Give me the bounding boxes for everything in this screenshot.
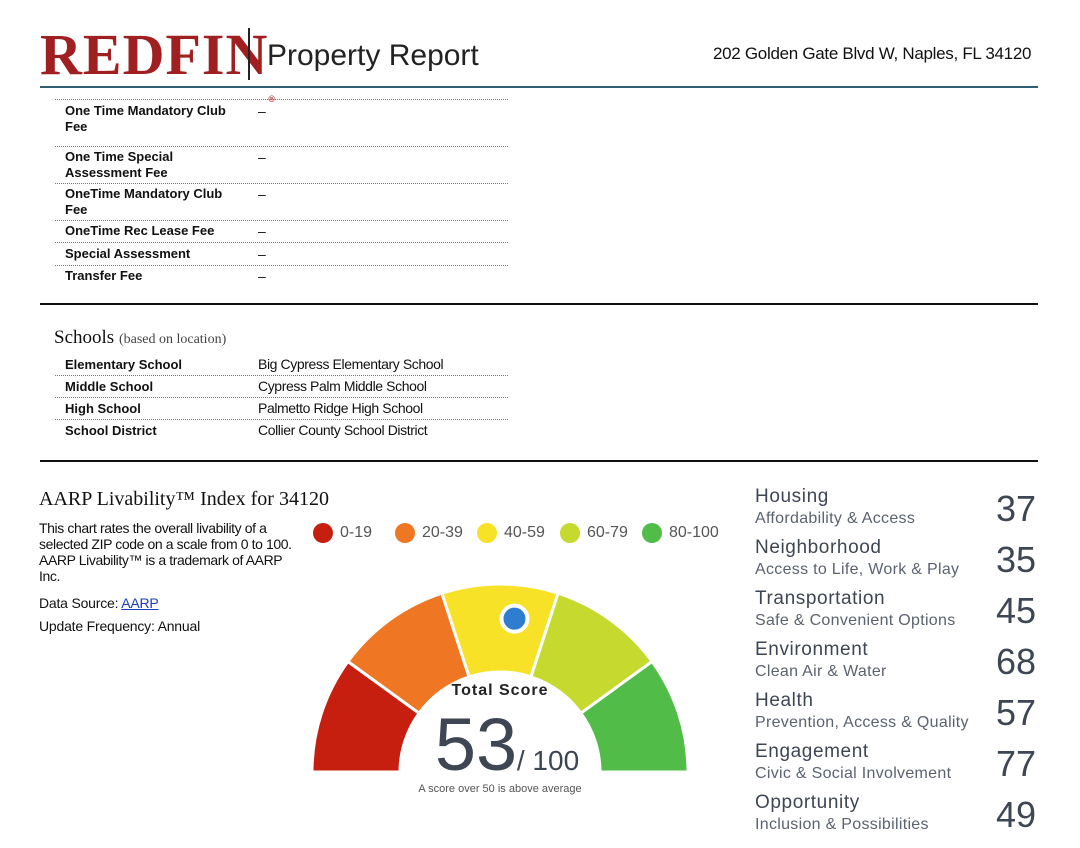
section-rule bbox=[40, 460, 1038, 462]
category-name: Neighborhood bbox=[755, 537, 882, 558]
gauge-segment bbox=[578, 659, 690, 774]
fee-value: – bbox=[258, 186, 266, 202]
school-value: Collier County School District bbox=[258, 422, 428, 438]
category-name: Housing bbox=[755, 486, 829, 507]
category-subtitle: Inclusion & Possibilities bbox=[755, 816, 929, 833]
category-name: Engagement bbox=[755, 741, 869, 762]
fee-value: – bbox=[258, 268, 266, 284]
legend-swatch bbox=[313, 523, 333, 543]
total-score-label: Total Score bbox=[452, 682, 549, 699]
legend-item: 40-59 bbox=[477, 521, 545, 545]
school-row: High School Palmetto Ridge High School bbox=[55, 398, 508, 420]
category-name: Transportation bbox=[755, 588, 886, 609]
category-subtitle: Clean Air & Water bbox=[755, 663, 887, 680]
livability-gauge: Total Score 53 / 100 A score over 50 is … bbox=[310, 582, 690, 795]
total-score-max: / 100 bbox=[517, 745, 579, 776]
fee-value: – bbox=[258, 246, 266, 262]
school-row: Middle School Cypress Palm Middle School bbox=[55, 376, 508, 398]
category-environment: Environment Clean Air & Water 68 bbox=[755, 639, 1040, 682]
legend-item: 60-79 bbox=[560, 521, 628, 545]
category-score: 68 bbox=[995, 641, 1036, 682]
legend-label: 0-19 bbox=[340, 524, 373, 541]
schools-subtitle: (based on location) bbox=[118, 332, 227, 347]
school-value: Big Cypress Elementary School bbox=[258, 356, 444, 372]
category-engagement: Engagement Civic & Social Involvement 77 bbox=[755, 741, 1040, 784]
legend-swatch bbox=[642, 523, 662, 543]
fee-row: Special Assessment – bbox=[55, 243, 508, 266]
category-score: 45 bbox=[995, 590, 1036, 631]
legend-swatch bbox=[395, 523, 415, 543]
schools-heading: Schools (based on location) bbox=[54, 327, 227, 348]
category-subtitle: Prevention, Access & Quality bbox=[755, 714, 969, 731]
fee-row: One Time Special Assessment Fee – bbox=[55, 147, 508, 184]
fee-label: OneTime Mandatory Club Fee bbox=[65, 186, 223, 217]
fee-label: Special Assessment bbox=[65, 246, 191, 261]
legend-label: 40-59 bbox=[504, 524, 545, 541]
school-row: School District Collier County School Di… bbox=[55, 420, 508, 441]
category-score: 57 bbox=[995, 692, 1036, 733]
fees-top-rule bbox=[55, 99, 508, 100]
aarp-title: AARP Livability™ Index for 34120 bbox=[39, 488, 329, 510]
score-note: A score over 50 is above average bbox=[418, 783, 581, 795]
category-transportation: Transportation Safe & Convenient Options… bbox=[755, 588, 1040, 631]
school-row: Elementary School Big Cypress Elementary… bbox=[55, 354, 508, 376]
category-housing: Housing Affordability & Access 37 bbox=[755, 486, 1040, 529]
legend-item: 20-39 bbox=[395, 521, 463, 545]
category-score: 49 bbox=[995, 794, 1036, 835]
update-frequency: Update Frequency: Annual bbox=[39, 618, 200, 634]
fee-label: One Time Special Assessment Fee bbox=[65, 149, 174, 180]
aarp-description: This chart rates the overall livability … bbox=[39, 520, 292, 584]
legend-item: 0-19 bbox=[313, 521, 372, 545]
category-score: 35 bbox=[995, 539, 1036, 580]
data-source: Data Source: AARP bbox=[39, 595, 159, 611]
school-label: High School bbox=[65, 401, 141, 416]
category-name: Opportunity bbox=[755, 792, 860, 813]
category-score: 77 bbox=[995, 743, 1036, 784]
category-name: Environment bbox=[755, 639, 869, 660]
section-rule bbox=[40, 303, 1038, 305]
category-name: Health bbox=[755, 690, 814, 711]
fee-value: – bbox=[258, 103, 266, 119]
aarp-source-link[interactable]: AARP bbox=[121, 595, 159, 611]
fee-row: OneTime Rec Lease Fee – bbox=[55, 221, 508, 243]
total-score-value: 53 bbox=[435, 703, 517, 786]
category-subtitle: Access to Life, Work & Play bbox=[755, 561, 960, 578]
category-subtitle: Civic & Social Involvement bbox=[755, 765, 952, 782]
legend-label: 80-100 bbox=[669, 524, 719, 541]
report-title: Property Report bbox=[267, 39, 479, 72]
category-score: 37 bbox=[995, 488, 1036, 529]
category-opportunity: Opportunity Inclusion & Possibilities 49 bbox=[755, 792, 1040, 835]
property-address: 202 Golden Gate Blvd W, Naples, FL 34120 bbox=[713, 44, 1032, 63]
legend-swatch bbox=[560, 523, 580, 543]
school-value: Palmetto Ridge High School bbox=[258, 400, 423, 416]
fee-label: Transfer Fee bbox=[65, 268, 143, 283]
legend-label: 20-39 bbox=[422, 524, 463, 541]
category-subtitle: Affordability & Access bbox=[755, 510, 916, 527]
fee-row: OneTime Mandatory Club Fee – bbox=[55, 184, 508, 221]
fee-label: One Time Mandatory Club Fee bbox=[65, 103, 226, 134]
fee-value: – bbox=[258, 149, 266, 165]
fee-row: Transfer Fee – bbox=[55, 266, 508, 288]
fee-row: One Time Mandatory Club Fee – bbox=[55, 100, 508, 147]
fee-value: – bbox=[258, 223, 266, 239]
header-rule bbox=[40, 86, 1038, 88]
legend-item: 80-100 bbox=[642, 521, 719, 545]
redfin-logo: REDFIN® bbox=[40, 22, 276, 104]
fee-label: OneTime Rec Lease Fee bbox=[65, 223, 215, 238]
legend-label: 60-79 bbox=[587, 524, 628, 541]
school-label: Middle School bbox=[65, 379, 154, 394]
school-value: Cypress Palm Middle School bbox=[258, 378, 427, 394]
legend-swatch bbox=[477, 523, 497, 543]
score-marker bbox=[499, 603, 530, 634]
header-divider bbox=[248, 28, 250, 80]
category-neighborhood: Neighborhood Access to Life, Work & Play… bbox=[755, 537, 1040, 580]
school-label: School District bbox=[65, 423, 157, 438]
category-health: Health Prevention, Access & Quality 57 bbox=[755, 690, 1040, 733]
school-label: Elementary School bbox=[65, 357, 183, 372]
category-subtitle: Safe & Convenient Options bbox=[755, 612, 956, 629]
